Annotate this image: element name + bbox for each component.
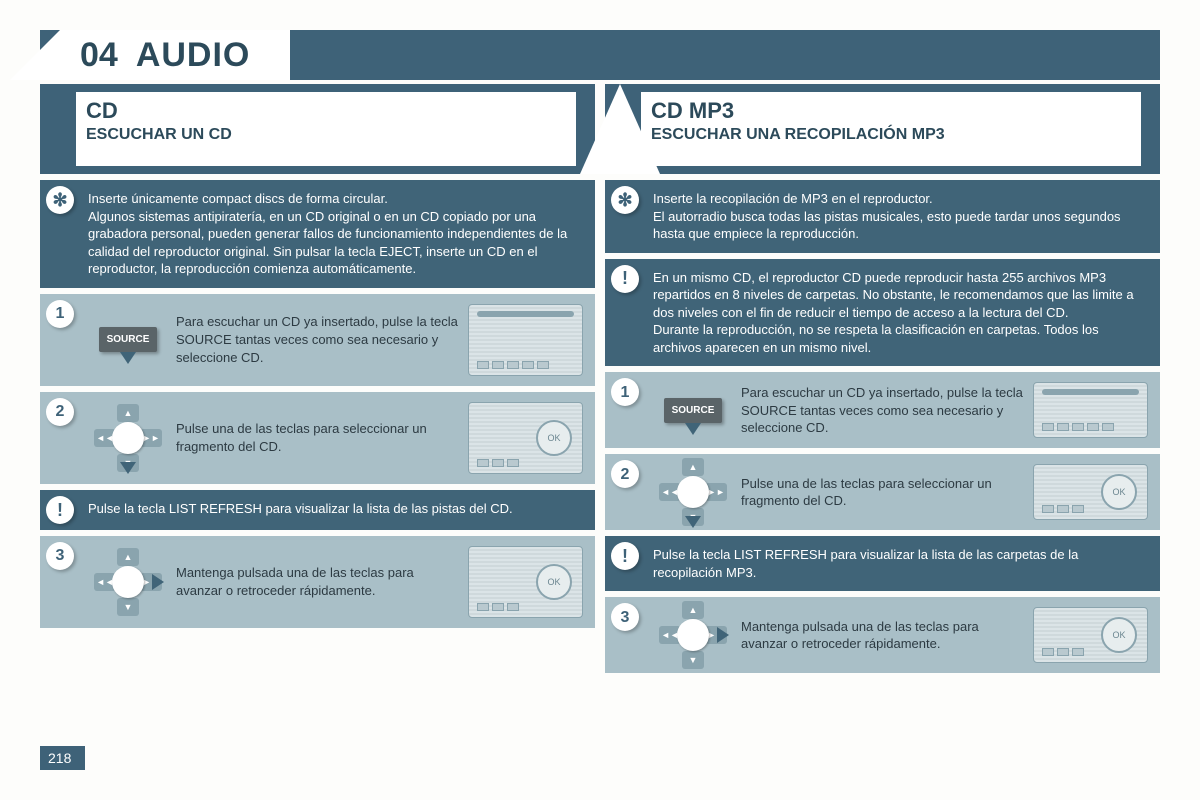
radio-illustration bbox=[1033, 464, 1148, 520]
page-number: 218 bbox=[40, 746, 85, 770]
tip-icon: ✻ bbox=[46, 186, 74, 214]
right-step-2: 2 ▲▼◄◄►► Pulse una de las teclas para se… bbox=[605, 454, 1160, 530]
right-note-box: ! Pulse la tecla LIST REFRESH para visua… bbox=[605, 536, 1160, 591]
right-column: ✻ Inserte la recopilación de MP3 en el r… bbox=[605, 180, 1160, 673]
step-number-3: 3 bbox=[46, 542, 74, 570]
step-number-2: 2 bbox=[611, 460, 639, 488]
dpad-icon: ▲▼◄◄►► bbox=[659, 601, 727, 669]
chapter-number: 04 bbox=[80, 36, 118, 75]
left-note-text: Pulse la tecla LIST REFRESH para visuali… bbox=[88, 500, 583, 518]
dpad-icon: ▲▼◄◄►► bbox=[659, 458, 727, 526]
left-step-3-text: Mantenga pulsada una de las teclas para … bbox=[176, 564, 460, 599]
source-button-icon: SOURCE bbox=[664, 398, 723, 424]
manual-page: 04 AUDIO CD ESCUCHAR UN CD CD MP3 ESCUCH… bbox=[40, 30, 1160, 770]
right-step-3-text: Mantenga pulsada una de las teclas para … bbox=[741, 618, 1025, 653]
dpad-icon: ▲▼◄◄►► bbox=[94, 548, 162, 616]
dpad-icon: ▲▼◄◄►► bbox=[94, 404, 162, 472]
right-note-text: Pulse la tecla LIST REFRESH para visuali… bbox=[653, 546, 1148, 581]
content-columns: ✻ Inserte únicamente compact discs de fo… bbox=[40, 180, 1160, 673]
info-icon: ! bbox=[611, 542, 639, 570]
section-headers: CD ESCUCHAR UN CD CD MP3 ESCUCHAR UNA RE… bbox=[40, 84, 1160, 174]
right-step-1: 1 SOURCE Para escuchar un CD ya insertad… bbox=[605, 372, 1160, 448]
right-section-subtitle: ESCUCHAR UNA RECOPILACIÓN MP3 bbox=[651, 126, 1131, 144]
left-step-1: 1 SOURCE Para escuchar un CD ya insertad… bbox=[40, 294, 595, 386]
tip-icon: ✻ bbox=[611, 186, 639, 214]
right-section-title: CD MP3 bbox=[651, 98, 1131, 124]
right-warn-text: En un mismo CD, el reproductor CD puede … bbox=[653, 269, 1148, 357]
step-number-3: 3 bbox=[611, 603, 639, 631]
left-tip-box: ✻ Inserte únicamente compact discs de fo… bbox=[40, 180, 595, 288]
radio-illustration bbox=[468, 304, 583, 376]
right-step-2-text: Pulse una de las teclas para seleccionar… bbox=[741, 475, 1025, 510]
left-section-title: CD bbox=[86, 98, 566, 124]
radio-illustration bbox=[1033, 382, 1148, 438]
left-step-2: 2 ▲▼◄◄►► Pulse una de las teclas para se… bbox=[40, 392, 595, 484]
left-step-2-text: Pulse una de las teclas para seleccionar… bbox=[176, 420, 460, 455]
left-step-1-text: Para escuchar un CD ya insertado, pulse … bbox=[176, 313, 460, 366]
right-tip-text: Inserte la recopilación de MP3 en el rep… bbox=[653, 190, 1148, 243]
radio-illustration bbox=[1033, 607, 1148, 663]
info-icon: ! bbox=[611, 265, 639, 293]
radio-illustration bbox=[468, 402, 583, 474]
left-note-box: ! Pulse la tecla LIST REFRESH para visua… bbox=[40, 490, 595, 530]
info-icon: ! bbox=[46, 496, 74, 524]
left-column: ✻ Inserte únicamente compact discs de fo… bbox=[40, 180, 595, 673]
right-step-3: 3 ▲▼◄◄►► Mantenga pulsada una de las tec… bbox=[605, 597, 1160, 673]
step-number-1: 1 bbox=[611, 378, 639, 406]
source-button-icon: SOURCE bbox=[99, 327, 158, 353]
radio-illustration bbox=[468, 546, 583, 618]
chapter-header: 04 AUDIO bbox=[40, 30, 1160, 80]
step-number-2: 2 bbox=[46, 398, 74, 426]
right-warn-box: ! En un mismo CD, el reproductor CD pued… bbox=[605, 259, 1160, 367]
right-step-1-text: Para escuchar un CD ya insertado, pulse … bbox=[741, 384, 1025, 437]
right-tip-box: ✻ Inserte la recopilación de MP3 en el r… bbox=[605, 180, 1160, 253]
left-section-subtitle: ESCUCHAR UN CD bbox=[86, 126, 566, 144]
left-tip-text: Inserte únicamente compact discs de form… bbox=[88, 190, 583, 278]
left-step-3: 3 ▲▼◄◄►► Mantenga pulsada una de las tec… bbox=[40, 536, 595, 628]
chapter-title: AUDIO bbox=[136, 36, 251, 75]
step-number-1: 1 bbox=[46, 300, 74, 328]
